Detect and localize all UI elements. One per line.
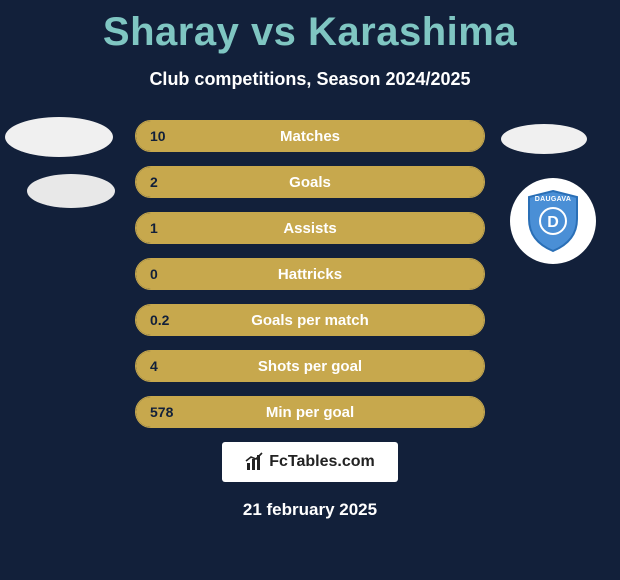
stat-row: 0Hattricks xyxy=(135,258,485,290)
stat-label: Goals per match xyxy=(136,305,484,335)
stat-row: 2Goals xyxy=(135,166,485,198)
brand-text: FcTables.com xyxy=(269,453,375,471)
stat-row: 10Matches xyxy=(135,120,485,152)
brand-logo: FcTables.com xyxy=(222,442,398,482)
stat-row: 1Assists xyxy=(135,212,485,244)
stat-label: Goals xyxy=(136,167,484,197)
stat-row: 4Shots per goal xyxy=(135,350,485,382)
subtitle: Club competitions, Season 2024/2025 xyxy=(0,69,620,90)
chart-icon xyxy=(245,452,265,472)
stat-label: Shots per goal xyxy=(136,351,484,381)
stat-label: Matches xyxy=(136,121,484,151)
stat-label: Hattricks xyxy=(136,259,484,289)
page-title: Sharay vs Karashima xyxy=(0,0,620,55)
footer-date: 21 february 2025 xyxy=(0,500,620,520)
stat-label: Assists xyxy=(136,213,484,243)
stat-row: 578Min per goal xyxy=(135,396,485,428)
stats-list: 10Matches 2Goals 1Assists 0Hattricks 0.2Goal… xyxy=(0,120,620,442)
stat-row: 0.2Goals per match xyxy=(135,304,485,336)
stat-label: Min per goal xyxy=(136,397,484,427)
